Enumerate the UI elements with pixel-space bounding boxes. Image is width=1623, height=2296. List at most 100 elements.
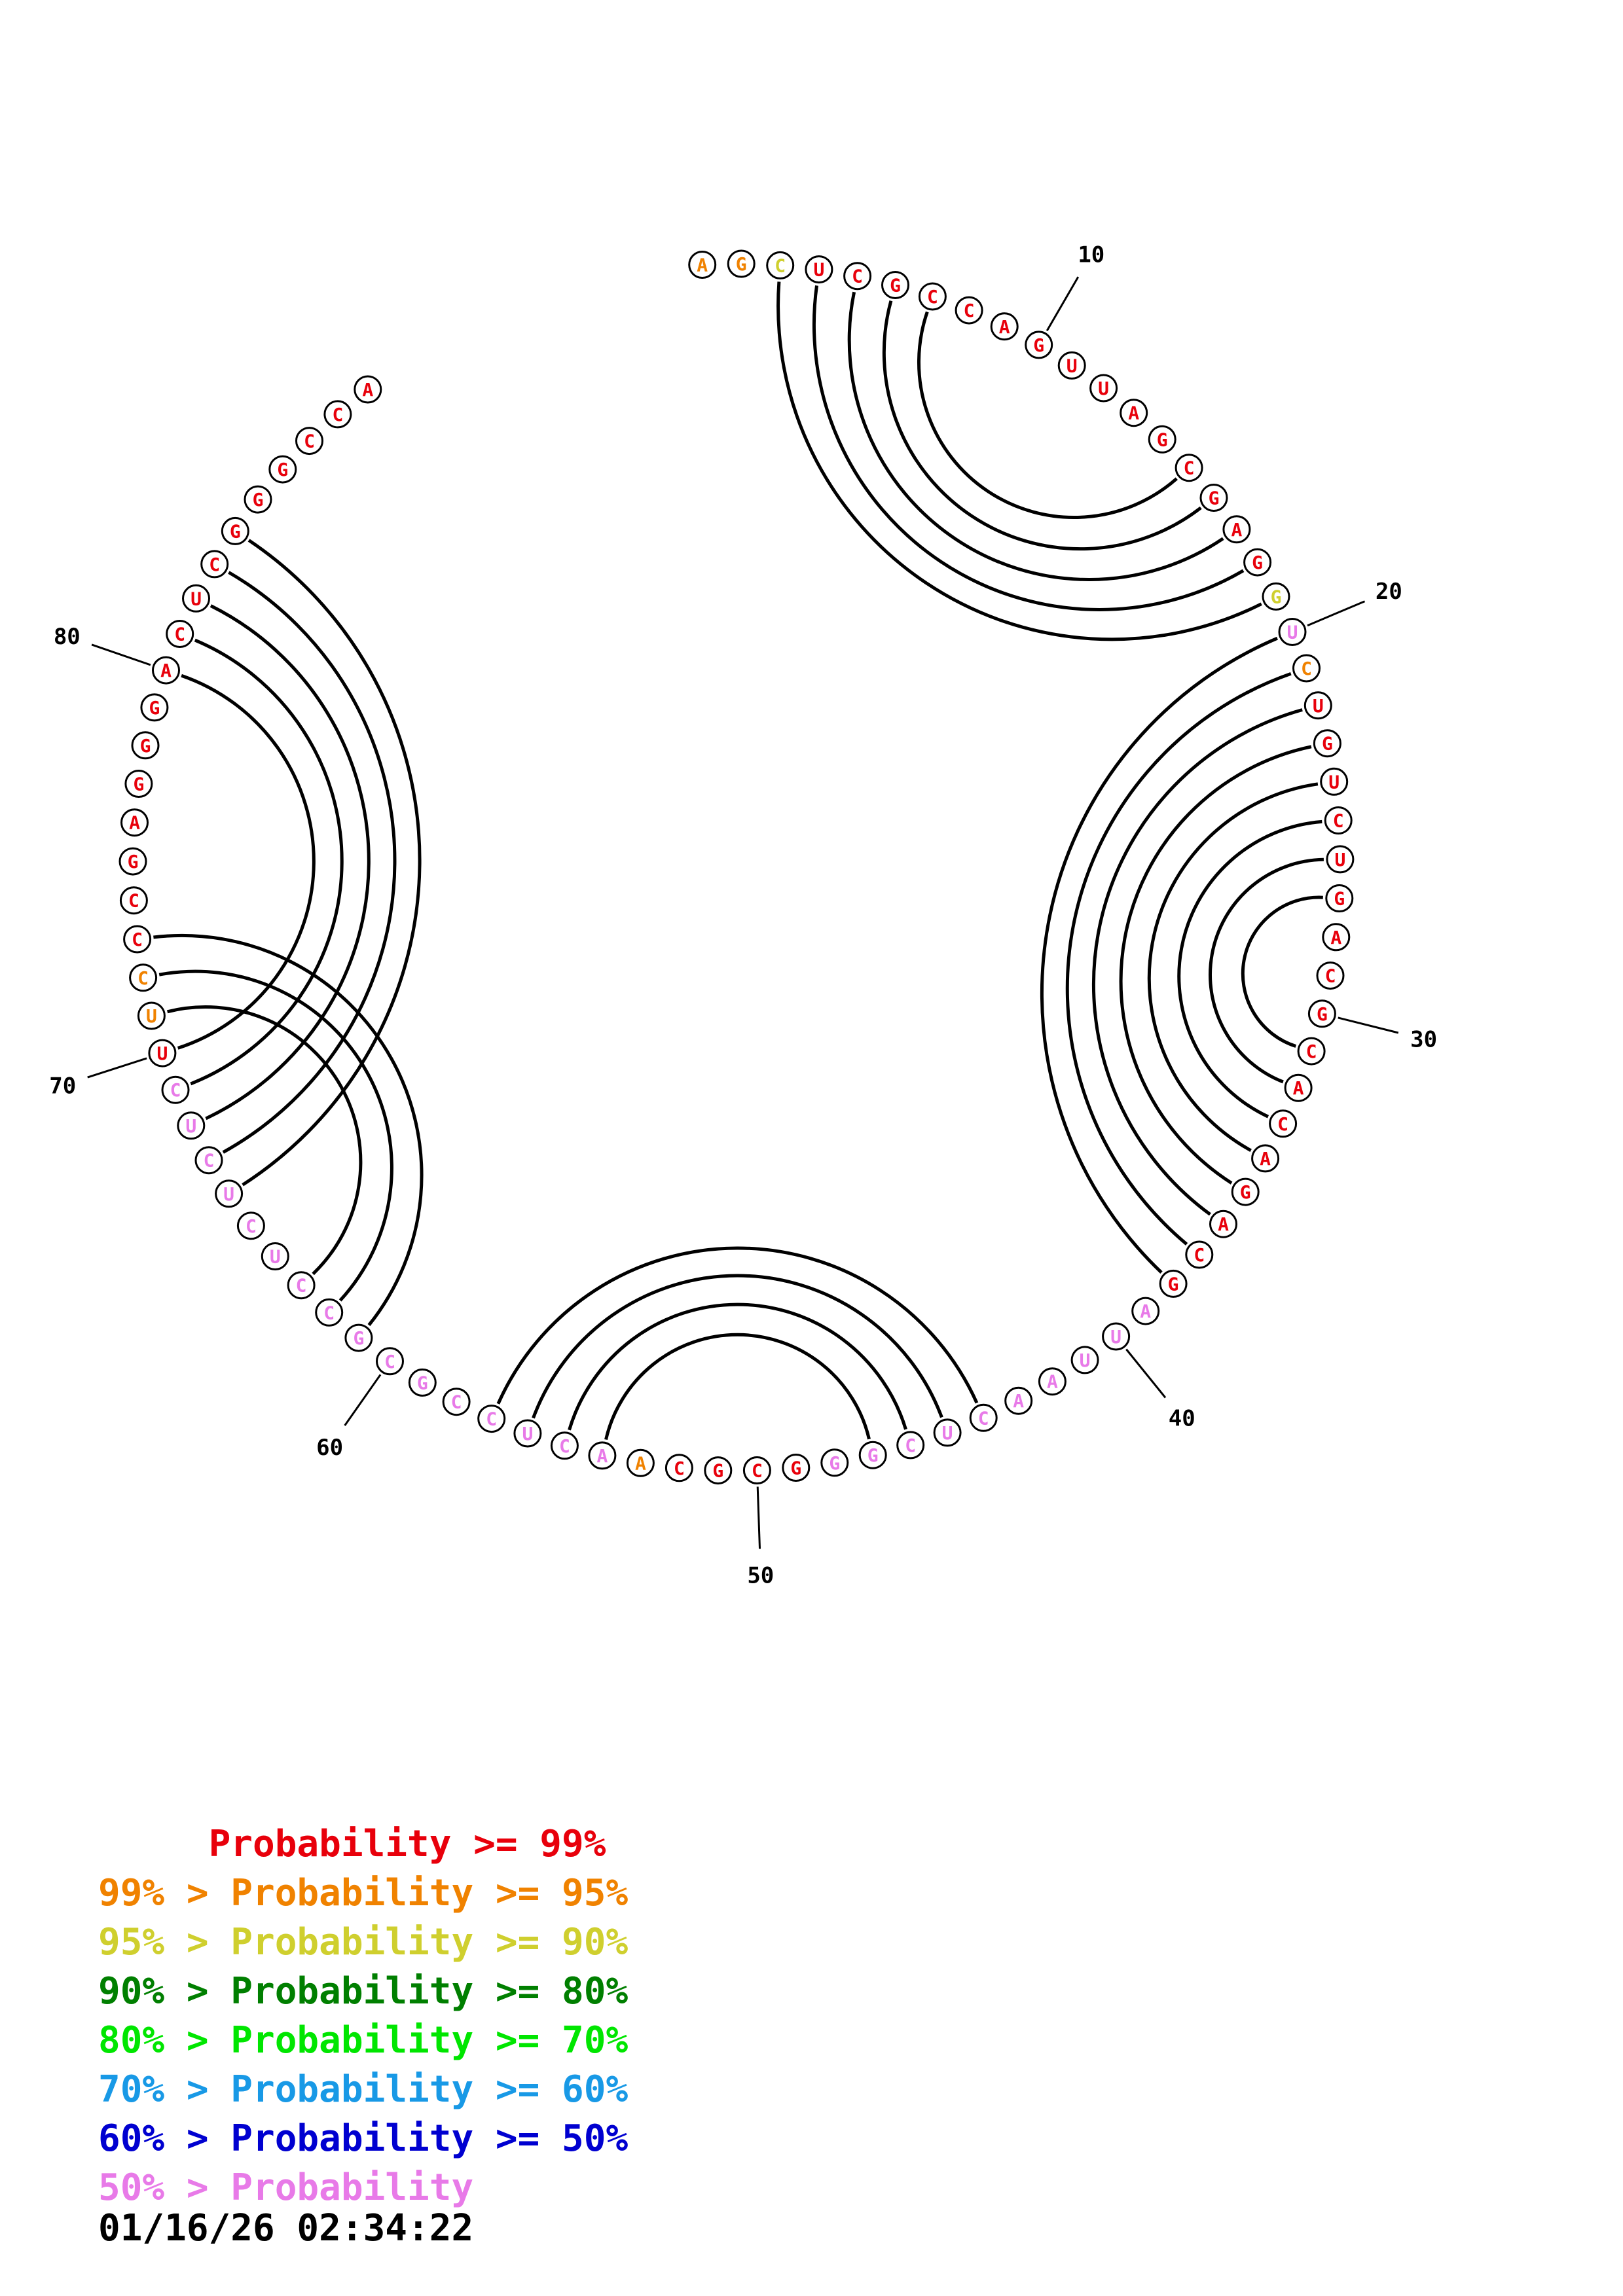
nucleotide: C (918, 282, 947, 311)
nucleotide: G (1325, 884, 1354, 912)
nucleotide-circle (148, 1039, 177, 1067)
nucleotide: U (1057, 351, 1086, 380)
nucleotide-letter: A (635, 1452, 646, 1474)
nucleotide-letter: U (1334, 849, 1345, 870)
nucleotide: U (933, 1418, 962, 1447)
nucleotide-circle (295, 427, 323, 456)
nucleotide: G (1148, 425, 1176, 454)
nucleotide-letter: U (1328, 771, 1340, 793)
nucleotide-circle (1199, 484, 1228, 512)
nucleotide-circle (1057, 351, 1086, 380)
nucleotide: C (766, 251, 795, 279)
nucleotide: G (1159, 1269, 1188, 1298)
nucleotide: C (665, 1454, 693, 1482)
nucleotide-circle (955, 296, 983, 325)
nucleotide: C (742, 1456, 771, 1484)
position-tick-line (344, 1374, 382, 1426)
nucleotide-letter: G (1240, 1181, 1251, 1203)
nucleotide-circle (918, 282, 947, 311)
nucleotide-letter: C (304, 431, 315, 452)
nucleotide: A (1284, 1073, 1313, 1102)
legend-entry: 70% > Probability >= 60% (98, 2068, 629, 2111)
nucleotide: U (1326, 845, 1355, 874)
nucleotide: G (268, 455, 297, 484)
base-pair-arcs (153, 281, 1324, 1441)
base-pair-arc (177, 673, 316, 1050)
nucleotide-circle (742, 1456, 771, 1484)
nucleotide-letter: C (559, 1435, 570, 1457)
nucleotide: A (354, 375, 382, 404)
nucleotide: G (140, 693, 169, 722)
nucleotide-circle (221, 516, 249, 545)
nucleotide-circle (665, 1454, 693, 1482)
nucleotide: A (1131, 1297, 1160, 1325)
nucleotide-letter: C (1184, 457, 1195, 479)
nucleotide: G (1231, 1177, 1260, 1206)
nucleotide-letter: C (674, 1458, 685, 1479)
nucleotide: G (704, 1456, 733, 1485)
nucleotide: G (858, 1441, 887, 1469)
position-number-label: 30 (1410, 1027, 1437, 1053)
nucleotide-letter: C (1301, 658, 1312, 679)
nucleotide-letter: C (775, 255, 786, 276)
nucleotide-circle (236, 1211, 265, 1240)
nucleotide-letter: C (128, 890, 139, 912)
position-number-label: 80 (54, 624, 81, 650)
nucleotide-letter: C (1333, 810, 1344, 832)
nucleotide: A (120, 808, 149, 837)
nucleotide-letter: U (270, 1246, 281, 1268)
nucleotide-letter: C (384, 1351, 395, 1372)
nucleotide-letter: A (1140, 1300, 1151, 1322)
nucleotide: C (166, 620, 194, 648)
nucleotide: C (323, 400, 352, 429)
nucleotide-circle (215, 1179, 244, 1208)
nucleotide-letter: G (1334, 888, 1345, 910)
nucleotide-letter: C (451, 1391, 462, 1413)
position-tick-line (91, 643, 151, 666)
nucleotide-letter: U (191, 588, 202, 609)
nucleotide: G (1243, 548, 1272, 577)
nucleotide-circle (1278, 618, 1307, 646)
nucleotide-letter: G (1322, 733, 1333, 755)
base-pair-arc (532, 1274, 943, 1419)
nucleotide-circle (843, 262, 872, 291)
nucleotide: U (148, 1039, 177, 1067)
nucleotide-letter: C (174, 624, 185, 645)
nucleotide-letter: G (133, 774, 144, 795)
nucleotide: U (215, 1179, 244, 1208)
nucleotide-letter: G (353, 1327, 364, 1349)
nucleotide-letter: A (1047, 1371, 1058, 1393)
base-pair-arc (1177, 819, 1322, 1119)
nucleotide-letter: G (277, 459, 288, 480)
nucleotide-letter: G (890, 275, 901, 296)
nucleotide-letter: C (978, 1407, 989, 1429)
nucleotide-circle (513, 1419, 542, 1448)
nucleotide: C (194, 1146, 223, 1175)
nucleotide: G (124, 770, 153, 798)
nucleotide-circle (1038, 1367, 1067, 1396)
nucleotide: A (152, 656, 180, 685)
nucleotide-circle (344, 1323, 373, 1352)
nucleotide: C (1324, 806, 1353, 834)
nucleotide-letter: C (296, 1275, 307, 1297)
position-tick-line (87, 1057, 147, 1079)
nucleotide-letter: U (1080, 1350, 1091, 1371)
nucleotide-letter: A (362, 379, 373, 401)
nucleotide-circle (1070, 1346, 1099, 1374)
nucleotide: U (261, 1242, 289, 1270)
nucleotide-letter: G (253, 489, 264, 511)
legend-entry: 50% > Probability (98, 2166, 474, 2209)
base-pair-arc (604, 1333, 871, 1441)
nucleotide-circle (1131, 1297, 1160, 1325)
nucleotide: U (1089, 374, 1118, 403)
nucleotide-letter: A (1231, 519, 1242, 541)
nucleotide-circle (354, 375, 382, 404)
nucleotide-circle (1269, 1109, 1298, 1138)
nucleotide-letter: U (156, 1043, 168, 1064)
nucleotide-circle (182, 584, 210, 613)
nucleotide-circle (131, 731, 160, 760)
nucleotide-circle (140, 693, 169, 722)
nucleotide: A (1004, 1386, 1033, 1415)
nucleotide-circle (881, 271, 909, 299)
nucleotide-letter: C (927, 286, 938, 308)
